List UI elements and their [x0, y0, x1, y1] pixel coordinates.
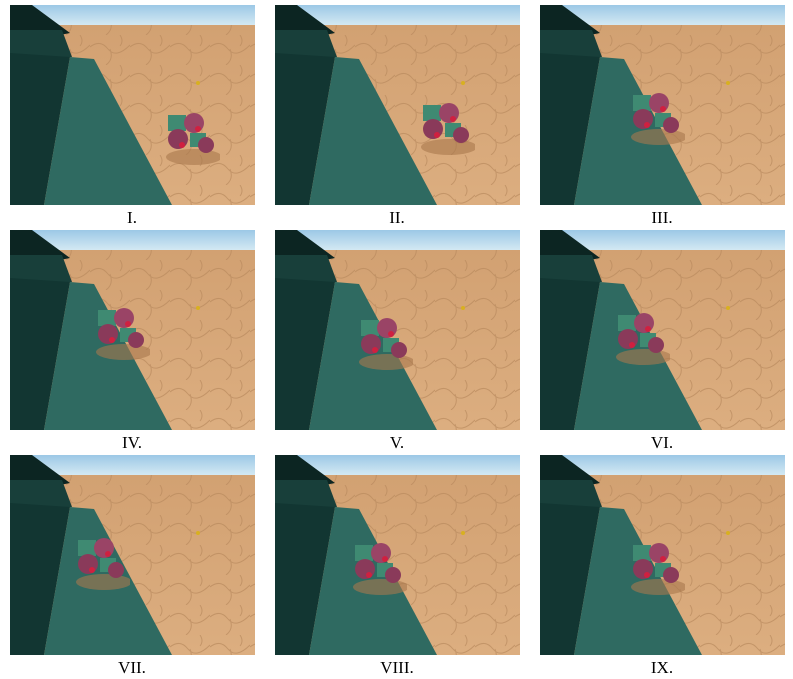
panel: III. [540, 5, 785, 227]
panel-label: IV. [122, 433, 142, 452]
panel: II. [275, 5, 520, 227]
panel: VII. [10, 455, 255, 677]
scene-image [275, 5, 520, 205]
panel-label: VI. [651, 433, 673, 452]
panel: VI. [540, 230, 785, 452]
scene-image [10, 455, 255, 655]
panel: IV. [10, 230, 255, 452]
panel-label: VII. [118, 658, 146, 677]
panel-label: VIII. [380, 658, 414, 677]
panel: V. [275, 230, 520, 452]
scene-image [275, 230, 520, 430]
panel-label: III. [651, 208, 672, 227]
panel: IX. [540, 455, 785, 677]
figure: I. II. III. IV. V. VI. VII. VIII. IX. [0, 0, 793, 679]
scene-image [540, 230, 785, 430]
panel-label: I. [127, 208, 137, 227]
panel: VIII. [275, 455, 520, 677]
panel-label: V. [390, 433, 404, 452]
panel-label: IX. [651, 658, 673, 677]
panel-label: II. [389, 208, 405, 227]
scene-image [10, 5, 255, 205]
panel: I. [10, 5, 255, 227]
scene-image [275, 455, 520, 655]
